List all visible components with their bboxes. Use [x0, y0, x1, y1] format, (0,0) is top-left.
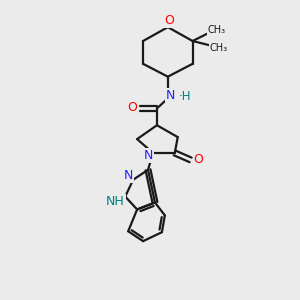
Text: O: O	[127, 101, 137, 114]
Text: CH₃: CH₃	[209, 43, 227, 53]
Text: NH: NH	[106, 195, 125, 208]
Text: N: N	[166, 89, 176, 102]
Text: N: N	[124, 169, 133, 182]
Text: O: O	[164, 14, 174, 27]
Text: N: N	[143, 149, 153, 162]
Text: CH₃: CH₃	[207, 25, 225, 35]
Text: O: O	[194, 153, 203, 167]
Text: ·H: ·H	[179, 90, 191, 103]
